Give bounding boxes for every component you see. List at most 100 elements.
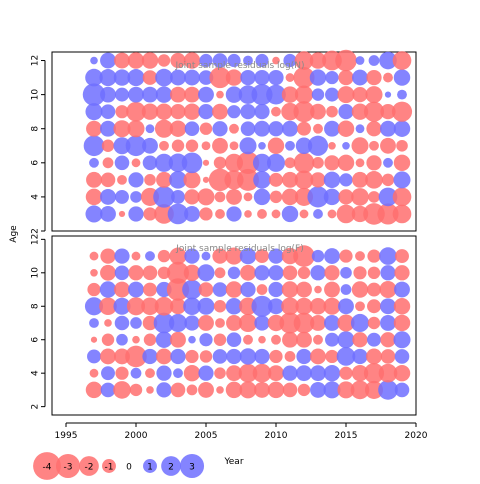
residual-bubble [397,89,407,100]
residual-bubble [87,349,101,364]
residual-bubble [272,56,280,65]
residual-bubble [99,297,117,316]
residual-bubble [142,155,158,171]
residual-bubble [89,318,99,328]
residual-bubble [293,67,315,89]
residual-bubble [145,124,155,134]
residual-bubble [379,281,397,299]
residual-bubble [225,86,243,103]
residual-bubble [146,386,154,394]
residual-bubble [379,51,397,70]
residual-bubble [258,141,266,150]
residual-bubble [324,248,340,264]
residual-bubble [339,249,353,263]
residual-bubble [365,86,383,104]
residual-bubble [117,174,127,185]
residual-bubble [293,245,315,267]
residual-bubble [367,282,381,297]
residual-bubble [167,261,189,284]
residual-bubble [244,210,252,218]
residual-bubble [115,87,129,102]
residual-bubble [281,297,299,316]
residual-bubble [156,382,172,398]
residual-bubble [238,363,258,383]
residual-bubble [293,152,315,174]
y-tick-label: 4 [30,370,40,376]
legend-label: 3 [189,463,195,473]
bottom-panel-bubbles [84,245,411,400]
residual-bubble [363,363,385,384]
residual-bubble [198,381,214,398]
residual-bubble [353,266,367,280]
residual-bubble [239,137,257,155]
residual-bubble [380,298,396,315]
bottom-panel-y-axis: 2 4 6 8 10 12 [30,234,46,410]
residual-bubble [100,104,116,119]
residual-bubble [182,279,202,300]
residual-bubble [171,189,185,204]
residual-bubble [294,51,314,70]
residual-bubble [199,207,213,221]
legend-bubble [55,453,81,479]
y-tick-label: 6 [30,160,40,166]
residual-bubble [351,281,369,298]
residual-bubble [269,190,283,204]
residual-bubble [310,348,326,365]
legend-bubble [33,452,61,480]
legend-bubble [102,459,116,473]
residual-bubble [253,188,271,206]
residual-bubble [323,188,341,206]
residual-bubble [142,348,158,365]
residual-bubble [282,171,298,188]
residual-bubble [127,120,145,138]
residual-bubble [352,69,368,86]
x-tick-label: 2015 [335,431,358,441]
residual-bubble [156,348,172,365]
residual-bubble [240,69,256,86]
residual-bubble [254,381,270,398]
residual-bubble [184,206,200,222]
residual-bubble [243,334,253,345]
residual-bubble [383,157,393,168]
residual-bubble [254,265,270,281]
residual-bubble [198,86,214,103]
residual-bubble [155,68,173,87]
residual-bubble [367,332,381,347]
residual-bubble [104,319,112,327]
residual-bubble [266,153,286,172]
residual-bubble [226,315,242,331]
residual-bubble [254,348,270,365]
residual-bubble [141,297,159,316]
bottom-panel-frame [51,235,417,416]
residual-bubble [216,386,224,394]
residual-bubble [296,348,312,365]
residual-bubble [128,86,144,103]
residual-bubble [100,86,116,103]
residual-bubble [128,281,144,298]
residual-bubble [355,56,365,65]
y-tick-label: 10 [30,89,40,101]
x-tick-label: 2010 [265,431,288,441]
residual-bubble [338,69,354,86]
residual-bubble [325,332,339,347]
residual-bubble [324,315,340,331]
residual-bubble [236,151,260,175]
residual-bubble [202,176,210,183]
residual-bubble [311,88,325,101]
residual-bubble [214,367,226,379]
residual-bubble [379,247,397,265]
residual-bubble [251,84,273,106]
residual-bubble [89,368,99,378]
residual-bubble [393,171,411,189]
residual-bubble [154,204,174,224]
residual-bubble [296,331,312,348]
residual-bubble [166,278,190,301]
residual-bubble [268,281,284,298]
residual-bubble [100,188,116,205]
residual-bubble [114,248,130,264]
residual-bubble [132,335,140,344]
residual-bubble [239,297,257,316]
residual-bubble [338,189,354,205]
residual-bubble [307,135,329,156]
residual-bubble [271,106,281,117]
